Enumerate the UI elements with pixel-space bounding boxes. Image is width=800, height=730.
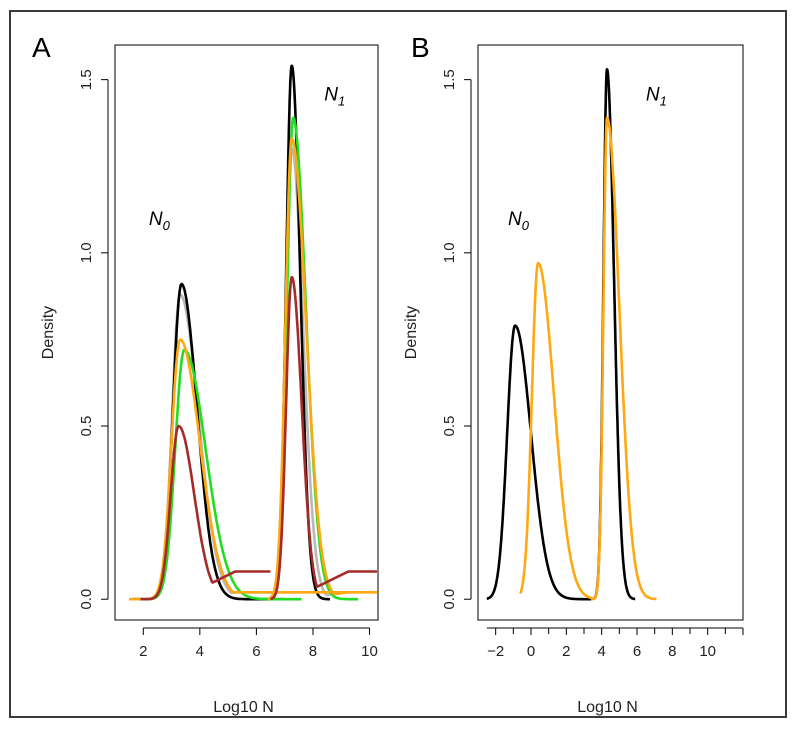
y-axis-title: Density — [403, 306, 420, 359]
annotation-main: N — [508, 209, 522, 230]
x-axis-title: Log10 N — [577, 699, 638, 716]
y-axis-title: Density — [40, 306, 57, 359]
x-tick-label: 0 — [527, 643, 535, 660]
annotation-label: N1 — [324, 84, 345, 108]
x-tick-label: 8 — [309, 643, 317, 660]
y-tick-label: 0.5 — [441, 416, 458, 437]
annotation-main: N — [149, 209, 163, 230]
series-line-orange — [129, 137, 377, 601]
series-line-orange — [519, 116, 658, 601]
annotation-main: N — [646, 84, 660, 105]
y-tick-label: 1.5 — [78, 69, 95, 90]
annotation-label: N0 — [149, 209, 171, 233]
x-axis-title: Log10 N — [213, 699, 274, 716]
y-tick-label: 0.0 — [78, 589, 95, 610]
x-tick-label: 8 — [668, 643, 676, 660]
y-tick-label: 1.0 — [441, 242, 458, 263]
y-tick-label: 1.5 — [441, 69, 458, 90]
annotation-subscript: 1 — [660, 93, 667, 108]
y-tick-label: 0.0 — [441, 589, 458, 610]
x-tick-label: 6 — [252, 643, 260, 660]
plot-series-group — [486, 68, 658, 601]
x-tick-label: −2 — [487, 643, 504, 660]
panel-letter-a: A — [32, 32, 51, 63]
series-line-darkred — [140, 275, 377, 601]
y-tick-label: 1.0 — [78, 242, 95, 263]
panel-letter-b: B — [411, 32, 430, 63]
annotation-label: N0 — [508, 209, 530, 233]
annotation-subscript: 1 — [338, 93, 345, 108]
x-tick-label: 10 — [361, 643, 378, 660]
annotation-label: N1 — [646, 84, 667, 108]
y-tick-label: 0.5 — [78, 416, 95, 437]
x-tick-label: 2 — [562, 643, 570, 660]
annotation-subscript: 0 — [522, 218, 530, 233]
annotation-main: N — [324, 84, 338, 105]
plot-series-group — [129, 64, 377, 601]
plot-area-frame — [477, 44, 744, 621]
x-tick-label: 2 — [139, 643, 147, 660]
plot-area-frame — [114, 44, 379, 621]
x-tick-label: 6 — [633, 643, 641, 660]
series-line-black — [486, 68, 637, 601]
series-line-black — [131, 64, 331, 601]
annotation-subscript: 0 — [163, 218, 171, 233]
x-tick-label: 10 — [699, 643, 716, 660]
x-tick-label: 4 — [196, 643, 204, 660]
x-tick-label: 4 — [597, 643, 605, 660]
